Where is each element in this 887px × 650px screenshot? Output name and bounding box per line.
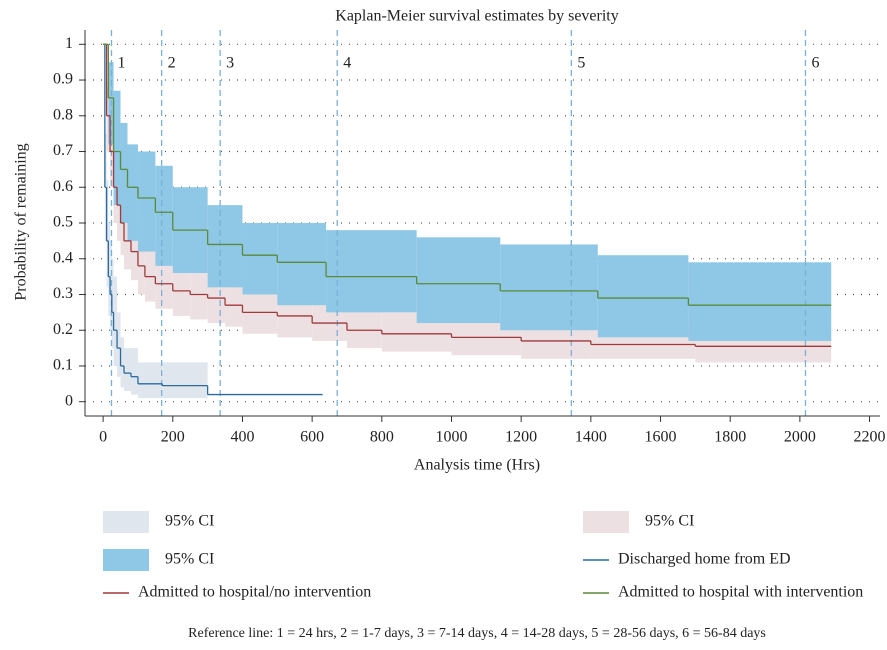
x-tick-label: 600 <box>300 429 324 446</box>
legend-label: 95% CI <box>645 513 694 530</box>
y-tick-label: 0.2 <box>53 321 73 338</box>
note: Reference line: 1 = 24 hrs, 2 = 1-7 days… <box>188 626 766 641</box>
legend-label: Admitted to hospital with intervention <box>618 584 863 601</box>
ci-band <box>137 362 163 399</box>
reference-label: 1 <box>117 55 125 72</box>
ci-band <box>137 230 145 295</box>
y-tick-label: 0.7 <box>53 142 73 159</box>
ci-band <box>597 255 689 338</box>
y-tick-label: 0.4 <box>53 249 73 266</box>
x-tick-label: 400 <box>230 429 254 446</box>
legend-swatch <box>583 511 629 533</box>
legend-label: 95% CI <box>165 513 214 530</box>
ci-band <box>500 244 598 331</box>
x-tick-label: 2200 <box>854 429 886 446</box>
x-tick-label: 1400 <box>575 429 607 446</box>
legend-label: Discharged home from ED <box>618 551 791 568</box>
ci-band <box>172 262 191 316</box>
ci-band <box>106 180 109 288</box>
ci-band <box>127 144 138 241</box>
ci-band <box>277 223 327 306</box>
ci-band <box>688 262 832 341</box>
ci-band <box>207 205 243 288</box>
y-tick-label: 0 <box>65 392 73 409</box>
reference-label: 5 <box>577 55 585 72</box>
ci-band <box>108 223 111 316</box>
legend-label: 95% CI <box>165 551 214 568</box>
x-tick-label: 1200 <box>505 429 537 446</box>
ci-band <box>124 348 131 391</box>
ci-band <box>416 237 501 324</box>
ci-band <box>113 90 121 206</box>
ci-band <box>111 258 114 349</box>
y-tick-label: 1 <box>65 35 73 52</box>
ci-band <box>155 165 173 266</box>
chart-title: Kaplan-Meier survival estimates by sever… <box>335 8 618 25</box>
reference-label: 3 <box>226 55 234 72</box>
y-tick-label: 0.1 <box>53 357 73 374</box>
ci-band <box>130 215 138 281</box>
reference-label: 6 <box>811 55 819 72</box>
y-tick-label: 0.8 <box>53 106 73 123</box>
ci-band <box>144 240 156 302</box>
x-tick-label: 800 <box>370 429 394 446</box>
x-tick-label: 2000 <box>784 429 816 446</box>
legend-label: Admitted to hospital/no intervention <box>138 584 371 601</box>
ci-band <box>346 308 382 349</box>
ci-band <box>242 287 278 334</box>
ci-band <box>113 276 118 366</box>
x-tick-label: 1000 <box>435 429 467 446</box>
ci-band <box>117 312 121 377</box>
ci-band <box>225 280 243 327</box>
x-tick-label: 1600 <box>645 429 677 446</box>
reference-label: 4 <box>343 55 351 72</box>
y-tick-label: 0.6 <box>53 178 73 195</box>
ci-band <box>120 337 125 388</box>
x-tick-label: 200 <box>161 429 185 446</box>
x-tick-label: 1800 <box>714 429 746 446</box>
x-tick-label: 0 <box>99 429 107 446</box>
y-tick-label: 0.3 <box>53 285 73 302</box>
legend-swatch <box>103 511 149 533</box>
ci-band <box>130 348 138 395</box>
ci-band <box>162 362 208 399</box>
ci-band <box>137 151 156 252</box>
ci-band <box>242 223 278 295</box>
y-tick-label: 0.5 <box>53 214 73 231</box>
ci-band <box>326 230 417 313</box>
y-tick-label: 0.9 <box>53 71 73 88</box>
ci-band <box>120 122 128 223</box>
reference-label: 2 <box>168 55 176 72</box>
x-axis-label: Analysis time (Hrs) <box>414 457 540 474</box>
y-axis-label: Probability of remaining <box>13 143 30 300</box>
legend-swatch <box>103 549 149 571</box>
